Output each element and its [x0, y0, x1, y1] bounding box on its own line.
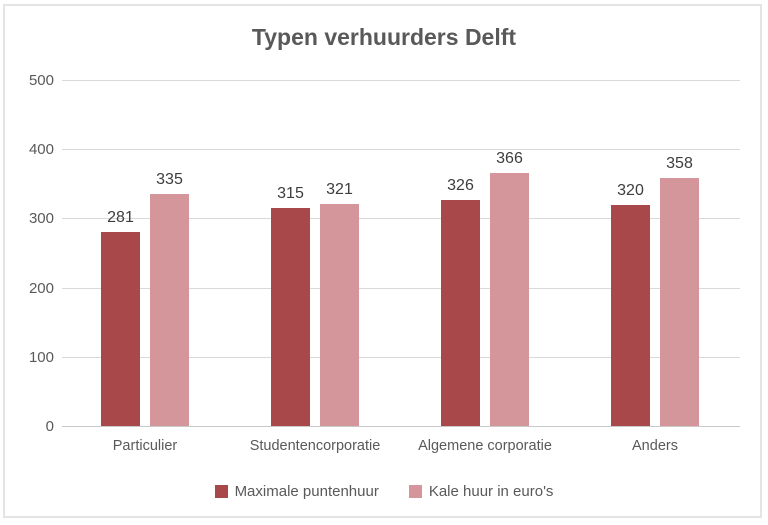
bar [611, 205, 650, 426]
bar-value-label: 366 [496, 150, 523, 167]
bar-value-label: 281 [107, 209, 134, 226]
x-axis-labels: Particulier Studentencorporatie Algemene c… [62, 438, 740, 458]
y-tick-label: 300 [28, 210, 54, 227]
bar [101, 232, 140, 426]
legend-label: Maximale puntenhuur [234, 482, 379, 500]
x-category-label: Anders [632, 438, 678, 454]
bar [320, 204, 359, 426]
bar-value-label: 315 [277, 185, 304, 202]
bar-value-label: 335 [156, 171, 183, 188]
bar [271, 208, 310, 426]
gridline [62, 80, 740, 81]
plot-area: 0 100 200 300 400 500 281 315 326 320 335 321 366 358 [29, 72, 740, 435]
legend: Maximale puntenhuur Kale huur in euro's [0, 480, 768, 502]
gridline [62, 149, 740, 150]
x-category-label: Algemene corporatie [418, 438, 552, 454]
x-category-label: Studentencorporatie [249, 438, 381, 454]
bar [150, 194, 189, 426]
y-tick-label: 500 [28, 72, 54, 89]
y-tick-label: 400 [28, 141, 54, 158]
legend-label: Kale huur in euro's [428, 482, 554, 500]
bar-value-label: 320 [617, 182, 644, 199]
gridline [62, 288, 740, 289]
bar [441, 200, 480, 426]
bar-value-label: 358 [666, 155, 693, 172]
gridline [62, 218, 740, 219]
bar [660, 178, 699, 426]
legend-item: Kale huur in euro's [408, 482, 554, 500]
y-tick-label: 0 [45, 418, 54, 435]
legend-swatch [408, 484, 422, 498]
legend-swatch [214, 484, 228, 498]
legend-item: Maximale puntenhuur [214, 482, 379, 500]
bar [490, 173, 529, 426]
x-category-label: Particulier [112, 438, 178, 454]
y-tick-label: 200 [28, 280, 54, 297]
gridline [62, 426, 740, 427]
y-tick-label: 100 [28, 349, 54, 366]
chart-title: Typen verhuurders Delft [251, 24, 517, 50]
bar-value-label: 321 [326, 181, 353, 198]
gridline [62, 357, 740, 358]
bar-value-label: 326 [447, 177, 474, 194]
